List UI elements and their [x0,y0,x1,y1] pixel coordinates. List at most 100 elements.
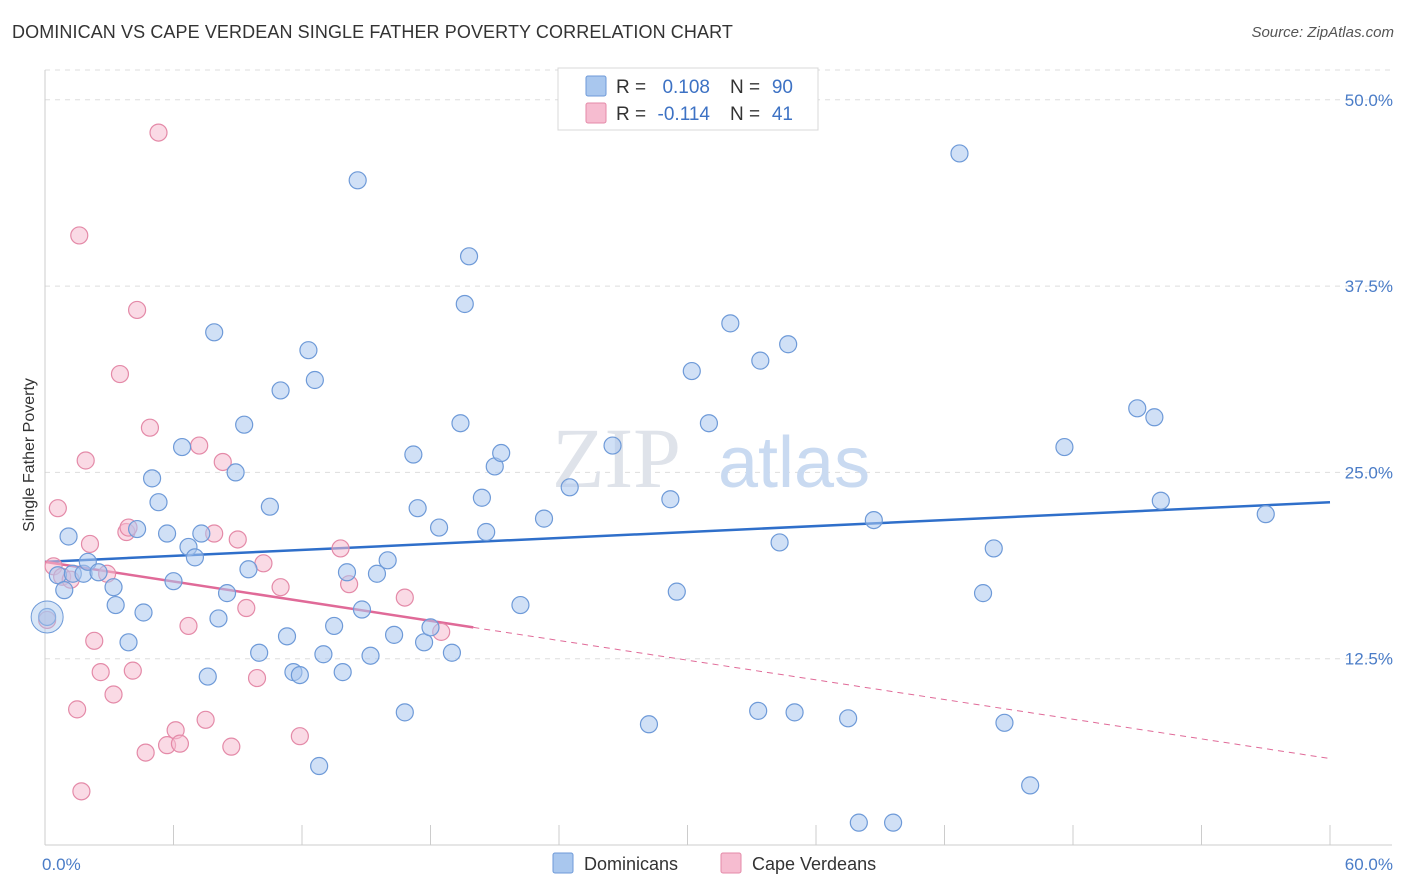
cape-verdean-point-13 [104,685,123,704]
dominican-point-19 [185,548,205,567]
cape-verdean-point-10 [85,631,104,650]
cape-verdean-point-30 [222,737,241,756]
dominican-point-54 [451,414,470,433]
legend-r-label-1: R = [616,77,646,98]
cape-verdean-point-6 [72,782,91,801]
dominican-point-17 [172,437,192,457]
watermark: ZIP atlas [552,410,870,506]
dominican-point-24 [217,584,237,603]
cape-verdean-points [38,123,451,801]
cape-verdean-point-35 [271,578,290,597]
dominican-point-45 [378,551,397,570]
dominican-point-42 [352,600,372,619]
legend-n-label-2: N = [730,104,760,125]
y-tick-label-3: 50.0% [1345,91,1393,110]
cape-verdean-point-36 [290,727,309,746]
dominican-points [30,144,1275,832]
dominican-point-82 [984,539,1003,558]
legend-r-label-2: R = [616,104,646,125]
cape-verdean-point-2 [48,499,67,518]
axes [44,70,1392,846]
cape-verdean-point-7 [70,226,89,245]
cape-verdean-point-39 [395,588,414,607]
dominican-point-12 [134,603,153,622]
dominican-point-3 [59,527,78,546]
watermark-atlas: atlas [718,423,870,503]
dominican-point-79 [883,813,903,832]
bottom-legend-swatch-cape-verdeans [720,852,742,874]
dominican-point-65 [639,715,659,734]
dominican-point-0 [38,607,57,627]
dominican-cluster-marker [30,600,64,634]
dominican-point-35 [305,370,324,390]
dominican-point-78 [864,510,883,530]
cape-verdean-point-37 [331,539,350,558]
dominican-trend-line [44,500,1331,564]
cape-verdean-point-29 [213,452,232,472]
dominican-point-9 [106,595,125,615]
cape-verdean-point-19 [136,743,155,762]
dominican-point-14 [149,493,168,512]
dominican-point-43 [361,646,380,665]
bottom-legend: Dominicans Cape Verdeans [552,852,876,874]
dominican-point-61 [511,595,530,615]
dominican-point-86 [1145,408,1164,427]
dominican-point-77 [849,813,868,832]
cape-verdean-point-21 [149,123,168,142]
y-tick-labels: 12.5% 25.0% 37.5% 50.0% [1345,91,1393,669]
dominican-point-21 [198,667,217,686]
chart-title: DOMINICAN VS CAPE VERDEAN SINGLE FATHER … [12,22,733,42]
dominican-point-87 [1151,491,1170,510]
dominican-point-11 [127,519,147,539]
legend-n-label-1: N = [730,77,760,98]
dominican-point-23 [209,609,228,628]
dominican-point-89 [1021,776,1040,795]
cape-verdean-point-31 [228,530,247,549]
cape-verdean-point-32 [237,598,256,618]
dominican-point-27 [239,560,258,579]
dominican-point-68 [682,361,701,381]
dominican-point-49 [408,499,427,518]
top-legend: R = 0.108 N = 90 R = -0.114 N = 41 [557,67,819,131]
dominican-point-25 [226,463,245,482]
dominican-point-81 [973,584,993,603]
x-tick-labels: 0.0% 60.0% [42,855,1393,874]
cape-verdean-point-25 [179,616,198,636]
dominican-point-73 [770,533,789,552]
dominican-point-34 [299,341,318,360]
bottom-legend-cape-verdeans: Cape Verdeans [752,854,876,874]
cape-verdean-point-8 [76,451,95,470]
cape-verdean-point-5 [68,700,87,719]
bottom-legend-dominicans: Dominicans [584,854,678,874]
dominican-point-52 [429,518,449,537]
cape-verdean-point-26 [190,436,209,455]
bottom-legend-swatch-dominicans [552,852,574,874]
cape-verdean-point-14 [110,364,130,384]
dominican-point-64 [603,436,622,455]
dominican-point-72 [751,351,770,370]
dominican-point-88 [1256,505,1275,524]
dominican-point-46 [384,625,404,644]
dominican-point-31 [277,627,297,646]
x-tick-label-1: 60.0% [1345,855,1393,874]
dominican-point-38 [325,616,344,636]
dominican-point-7 [89,563,108,582]
legend-n-value-1: 90 [772,77,793,98]
dominican-point-47 [395,703,414,722]
x-tick-label-0: 0.0% [42,855,81,874]
dominican-point-22 [205,323,224,342]
dominican-point-67 [667,582,686,601]
dominican-point-58 [477,522,496,542]
cape-verdean-trend-extension [473,626,1331,760]
dominican-point-85 [1128,399,1147,418]
dominican-point-66 [661,490,680,509]
legend-r-value-2: -0.114 [658,104,711,125]
dominican-point-51 [421,618,440,637]
y-tick-label-1: 25.0% [1345,463,1393,482]
legend-swatch-cape-verdeans [585,102,607,124]
dominican-point-69 [699,414,719,433]
trend-lines [44,500,1331,760]
dominican-point-70 [721,314,740,333]
dominican-point-15 [157,524,177,543]
dominican-point-8 [104,578,123,597]
